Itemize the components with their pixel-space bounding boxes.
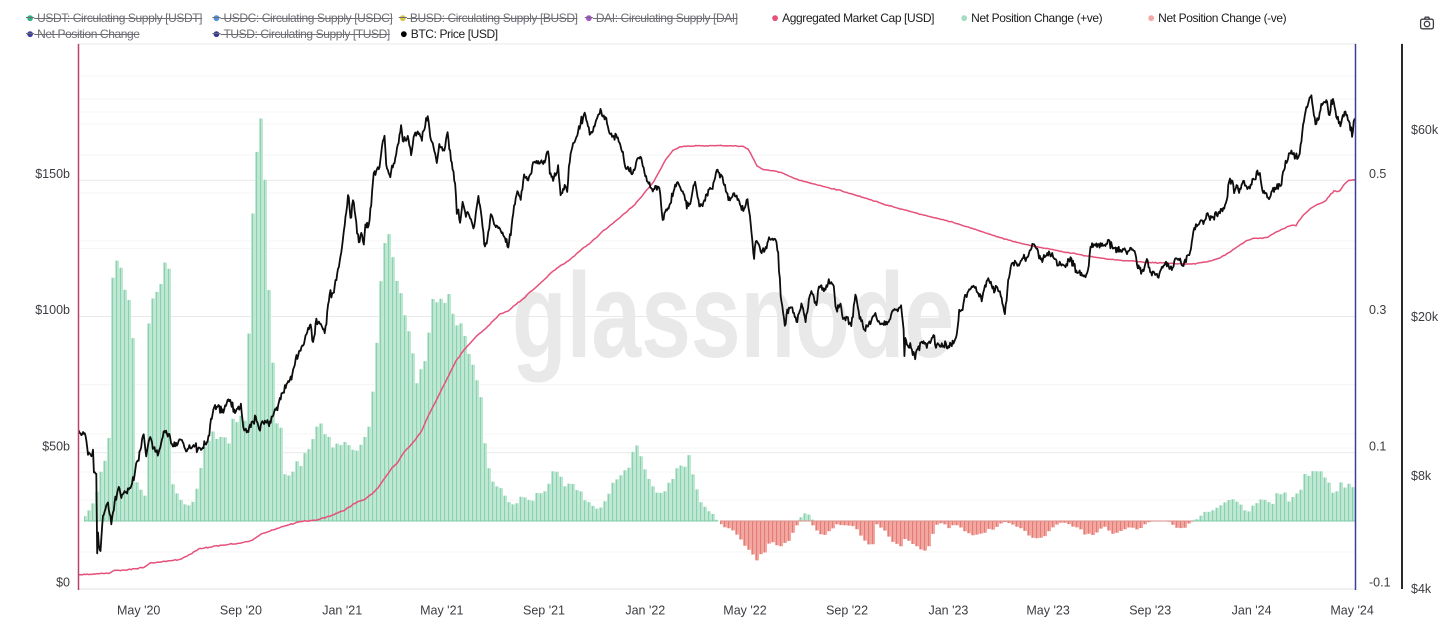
svg-text:Jan '22: Jan '22 [625, 604, 665, 618]
svg-text:Jan '24: Jan '24 [1232, 604, 1272, 618]
svg-text:$50b: $50b [42, 440, 70, 454]
svg-text:0.3: 0.3 [1369, 303, 1386, 317]
svg-text:Jan '23: Jan '23 [928, 604, 968, 618]
svg-text:May '20: May '20 [117, 604, 160, 618]
svg-text:$0: $0 [56, 576, 70, 590]
svg-text:May '22: May '22 [723, 604, 766, 618]
svg-text:$4k: $4k [1411, 582, 1432, 596]
svg-text:$100b: $100b [35, 303, 70, 317]
svg-text:May '21: May '21 [420, 604, 463, 618]
svg-text:Sep '22: Sep '22 [826, 604, 868, 618]
svg-text:-0.1: -0.1 [1369, 576, 1391, 590]
svg-text:0.5: 0.5 [1369, 167, 1386, 181]
svg-text:$20k: $20k [1411, 310, 1439, 324]
svg-text:0.1: 0.1 [1369, 440, 1386, 454]
svg-text:$8k: $8k [1411, 469, 1432, 483]
svg-text:May '24: May '24 [1330, 604, 1373, 618]
svg-text:Jan '21: Jan '21 [322, 604, 362, 618]
svg-text:$60k: $60k [1411, 123, 1439, 137]
svg-text:Sep '23: Sep '23 [1129, 604, 1171, 618]
svg-text:Sep '21: Sep '21 [523, 604, 565, 618]
svg-text:Sep '20: Sep '20 [220, 604, 262, 618]
svg-text:May '23: May '23 [1026, 604, 1069, 618]
svg-text:glassnode: glassnode [512, 247, 954, 383]
svg-text:$150b: $150b [35, 167, 70, 181]
